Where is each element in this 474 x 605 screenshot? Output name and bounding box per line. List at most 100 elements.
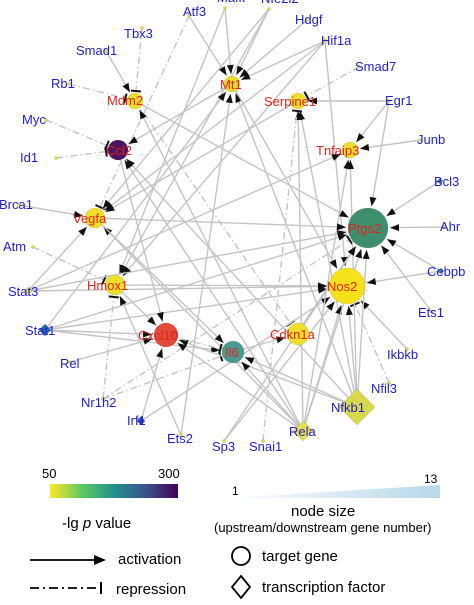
activation-arrowhead: [122, 82, 130, 93]
node-smad1: [103, 48, 109, 54]
repression-bar: [123, 93, 128, 104]
node-label-ets2: Ets2: [167, 431, 193, 446]
node-snai1: [260, 438, 266, 444]
edge-hmox1-nos2: [114, 284, 328, 287]
node-label-smad1: Smad1: [76, 43, 117, 58]
activation-arrowhead: [218, 66, 227, 76]
node-atf3: [186, 13, 192, 19]
target-gene-label: target gene: [262, 548, 338, 565]
activation-label: activation: [118, 551, 181, 568]
activation-arrowhead: [142, 330, 153, 338]
edge-stat3-vegfa: [27, 226, 88, 292]
node-label-mdm2: Mdm2: [107, 93, 143, 108]
edge-rela-ccl2: [124, 159, 304, 432]
edge-ikbkb-nos2: [360, 299, 408, 350]
node-nfkb1: [338, 388, 376, 426]
edge-ccl2-cxcl10: [117, 149, 164, 322]
node-hdgf: [304, 17, 310, 23]
node-label-tnfaip3: Tnfaip3: [316, 143, 359, 158]
node-ikbkb: [404, 346, 410, 352]
node-label-junb: Junb: [417, 132, 445, 147]
node-cdkn1a: [286, 322, 310, 346]
edge-stat1-nos2: [44, 288, 328, 331]
node-ptgs2: [347, 207, 389, 249]
activation-arrowhead: [317, 282, 328, 290]
activation-arrowhead: [343, 159, 351, 170]
edge-stat3-tnfaip3: [27, 153, 342, 292]
activation-arrowhead: [320, 296, 331, 305]
node-id1: [53, 155, 59, 161]
edge-ets1-ptgs2: [380, 245, 433, 313]
node-hif1a: [321, 37, 329, 45]
node-tbx3: [139, 25, 145, 31]
node-il6: [221, 340, 245, 364]
repression-bar: [291, 109, 303, 113]
node-label-irf1: Irf1: [127, 413, 146, 428]
node-brca1: [16, 202, 22, 208]
activation-arrowhead: [389, 224, 400, 232]
edge-mt1-nos2: [231, 83, 338, 269]
label-layer: Tbx3 Atf3 Mafk Nfe2l2 Hdgf Smad1 Hif1a Rb1 Smad7…: [0, 0, 465, 454]
activation-arrowhead: [236, 65, 244, 76]
node-hmox1: [104, 274, 126, 296]
edge-rela-serpine1: [297, 110, 304, 432]
transcription-factor-label: transcription factor: [262, 579, 385, 596]
node-label-serpine1: Serpine1: [264, 94, 316, 109]
node-junb: [418, 137, 424, 143]
edge-serpine1-vegfa: [105, 100, 299, 213]
edge-smad7-serpine1: [306, 66, 360, 97]
node-label-nr1h2: Nr1h2: [81, 395, 116, 410]
node-label-nfkb1: Nfkb1: [331, 400, 365, 415]
edge-cebpb-ptgs2: [386, 238, 442, 272]
edge-hdgf-mt1: [239, 19, 308, 79]
activation-arrowhead: [366, 277, 377, 285]
node-ahr: [441, 224, 447, 230]
node-label-cdkn1a: Cdkn1a: [270, 327, 316, 342]
activation-arrowhead: [337, 233, 348, 241]
size-min-label: 1: [232, 484, 239, 498]
activation-arrowhead: [214, 334, 224, 343]
node-label-nfe2l2: Nfe2l2: [261, 0, 299, 6]
edge-hif1a-vegfa: [104, 40, 326, 212]
edge-hif1a-hmox1: [122, 40, 326, 277]
edge-nfkb1-nos2: [347, 305, 358, 408]
repression-bar: [218, 343, 223, 354]
activation-arrowhead: [126, 158, 135, 168]
activation-arrowhead: [124, 160, 133, 170]
size-title: node size: [291, 503, 355, 520]
activation-arrowhead: [142, 337, 153, 345]
edge-hif1a-mt1: [240, 40, 326, 81]
edge-rela-mdm2: [138, 109, 304, 432]
activation-arrowhead: [355, 248, 362, 259]
node-label-ets1: Ets1: [418, 305, 444, 320]
edge-rela-il6: [241, 361, 304, 432]
edge-vegfa-il6: [94, 217, 225, 344]
edge-nfkb1-ccl2: [125, 158, 358, 408]
edge-stat1-il6: [44, 329, 221, 352]
edge-bcl3-ptgs2: [386, 180, 441, 217]
node-stat1: [38, 323, 52, 337]
edge-tbx3-mdm2: [135, 27, 143, 92]
activation-arrowhead: [359, 143, 370, 151]
node-label-nos2: Nos2: [327, 279, 357, 294]
edge-brca1-vegfa: [18, 204, 84, 217]
activation-arrowhead: [241, 72, 251, 80]
edge-snai1-serpine1: [262, 110, 298, 442]
node-label-hmox1: Hmox1: [87, 278, 128, 293]
edge-cebpb-nos2: [366, 270, 442, 284]
activation-arrowhead: [156, 311, 164, 322]
node-ets2: [178, 432, 184, 438]
node-label-cebpb: Cebpb: [427, 264, 465, 279]
edge-nfe2l2-vegfa: [102, 8, 270, 210]
size-max-label: 13: [424, 472, 438, 486]
node-rela: [292, 420, 314, 442]
activation-arrowhead: [339, 210, 349, 218]
node-nos2: [328, 267, 366, 305]
node-atm: [30, 244, 36, 250]
node-label-nfil3: Nfil3: [371, 381, 397, 396]
edge-ahr-ptgs2: [389, 226, 445, 229]
edge-nr1h2-hmox1: [102, 296, 115, 400]
size-scale-wedge: [225, 485, 440, 498]
node-mt1: [223, 75, 241, 93]
edge-nfkb1-cxcl10: [178, 339, 358, 408]
